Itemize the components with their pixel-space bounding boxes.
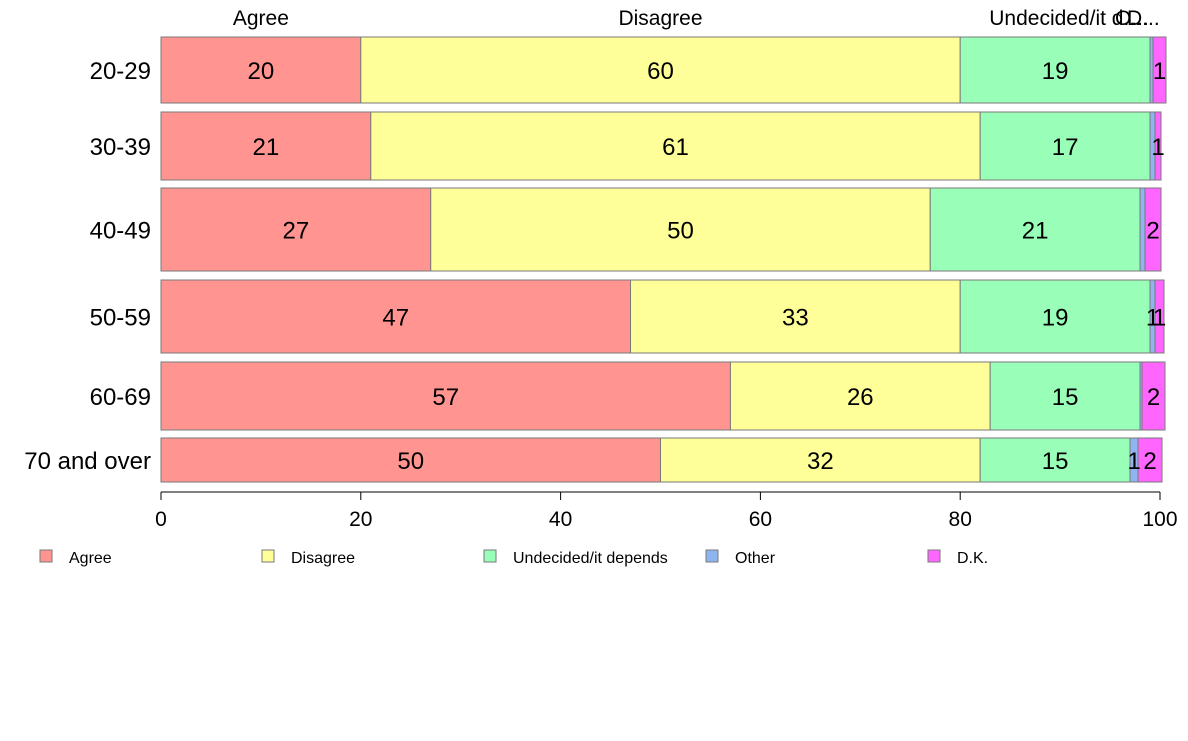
legend: Agree Disagree Undecided/it depends Other D.… xyxy=(39,549,988,567)
bar-40-49-d-k xyxy=(1144,187,1162,272)
bar-70-and-over-undecided-it-depends xyxy=(979,437,1131,483)
legend-swatch-disagree xyxy=(261,549,275,563)
top-labels-group: Agree Disagree Undecided/it d...O...D... xyxy=(233,7,1160,30)
value-label-70-and-over-disagree: 32 xyxy=(807,448,834,475)
value-label-60-69-disagree: 26 xyxy=(847,384,874,411)
category-label: 60-69 xyxy=(90,384,151,411)
value-label-40-49-agree: 27 xyxy=(283,218,310,245)
x-tick-label: 40 xyxy=(549,508,572,531)
value-label-50-59-agree: 47 xyxy=(382,305,409,332)
legend-swatch-undecided-it-depends xyxy=(483,549,497,563)
x-tick-label: 80 xyxy=(949,508,972,531)
legend-label-other: Other xyxy=(735,550,776,567)
bar-60-69-agree xyxy=(160,361,731,431)
legend-swatch-agree xyxy=(39,549,53,563)
value-label-60-69-agree: 57 xyxy=(432,384,459,411)
legend-label-agree: Agree xyxy=(69,550,112,567)
category-label: 30-39 xyxy=(90,134,151,161)
category-labels-group: 20-29 30-39 40-49 50-59 60-69 70 and over xyxy=(24,58,151,475)
value-label-40-49-d-k: 2 xyxy=(1146,218,1159,245)
value-label-70-and-over-agree: 50 xyxy=(397,448,424,475)
value-label-20-29-disagree: 60 xyxy=(647,58,674,85)
top-label-0: Agree xyxy=(233,7,289,30)
value-label-40-49-disagree: 50 xyxy=(667,218,694,245)
legend-label-disagree: Disagree xyxy=(291,550,355,567)
value-label-20-29-undecided-it-depends: 19 xyxy=(1042,58,1069,85)
legend-swatch-d-k xyxy=(927,549,941,563)
value-label-30-39-undecided-it-depends: 17 xyxy=(1052,134,1079,161)
value-label-60-69-d-k: 2 xyxy=(1147,384,1160,411)
legend-label-d-k: D.K. xyxy=(957,550,988,567)
bar-70-and-over-d-k xyxy=(1137,437,1163,483)
bar-40-49-agree xyxy=(160,187,432,272)
value-label-50-59-disagree: 33 xyxy=(782,305,809,332)
x-tick-label: 20 xyxy=(349,508,372,531)
category-label: 70 and over xyxy=(24,448,151,475)
category-label: 20-29 xyxy=(90,58,151,85)
value-label-30-39-agree: 21 xyxy=(253,134,280,161)
bar-50-59-agree xyxy=(160,279,632,354)
bar-60-69-disagree xyxy=(729,361,991,431)
legend-label-undecided-it-depends: Undecided/it depends xyxy=(513,550,668,567)
value-label-40-49-undecided-it-depends: 21 xyxy=(1022,218,1049,245)
x-tick-label: 0 xyxy=(155,508,167,531)
bar-50-59-d-k xyxy=(1154,279,1165,354)
value-label-20-29-d-k: 1 xyxy=(1153,58,1166,85)
value-label-20-29-agree: 20 xyxy=(248,58,275,85)
bar-60-69-d-k xyxy=(1141,361,1166,431)
bar-40-49-undecided-it-depends xyxy=(929,187,1141,272)
bar-70-and-over-agree xyxy=(160,437,661,483)
value-label-70-and-over-other: 1 xyxy=(1127,448,1140,475)
bar-70-and-over-disagree xyxy=(660,437,981,483)
bar-20-29-d-k xyxy=(1152,36,1167,104)
x-axis: 0 20 40 60 80 100 xyxy=(155,491,1178,531)
top-label-1: Disagree xyxy=(618,7,702,30)
value-label-50-59-other: 1 xyxy=(1146,305,1159,332)
bar-30-39-d-k xyxy=(1154,111,1162,181)
bar-20-29-undecided-it-depends xyxy=(959,36,1151,104)
bar-50-59-undecided-it-depends xyxy=(959,279,1151,354)
value-label-50-59-d-k: 1 xyxy=(1153,305,1166,332)
bar-40-49-disagree xyxy=(430,187,931,272)
top-label-4: D... xyxy=(1127,7,1160,30)
value-label-70-and-over-d-k: 2 xyxy=(1143,448,1156,475)
top-label-2: Undecided/it d... xyxy=(989,7,1141,30)
bar-50-59-disagree xyxy=(630,279,961,354)
category-label: 40-49 xyxy=(90,218,151,245)
x-tick-label: 60 xyxy=(749,508,772,531)
x-tick-label: 100 xyxy=(1142,508,1177,531)
value-label-60-69-undecided-it-depends: 15 xyxy=(1052,384,1079,411)
value-label-50-59-undecided-it-depends: 19 xyxy=(1042,305,1069,332)
top-label-3: O... xyxy=(1115,7,1149,30)
value-label-70-and-over-undecided-it-depends: 15 xyxy=(1042,448,1069,475)
value-label-30-39-d-k: 1 xyxy=(1151,134,1164,161)
legend-swatch-other xyxy=(705,549,719,563)
value-label-30-39-disagree: 61 xyxy=(662,134,689,161)
bar-40-49-other xyxy=(1139,187,1146,272)
category-label: 50-59 xyxy=(90,305,151,332)
bar-30-39-undecided-it-depends xyxy=(979,111,1151,181)
bar-20-29-agree xyxy=(160,36,362,104)
